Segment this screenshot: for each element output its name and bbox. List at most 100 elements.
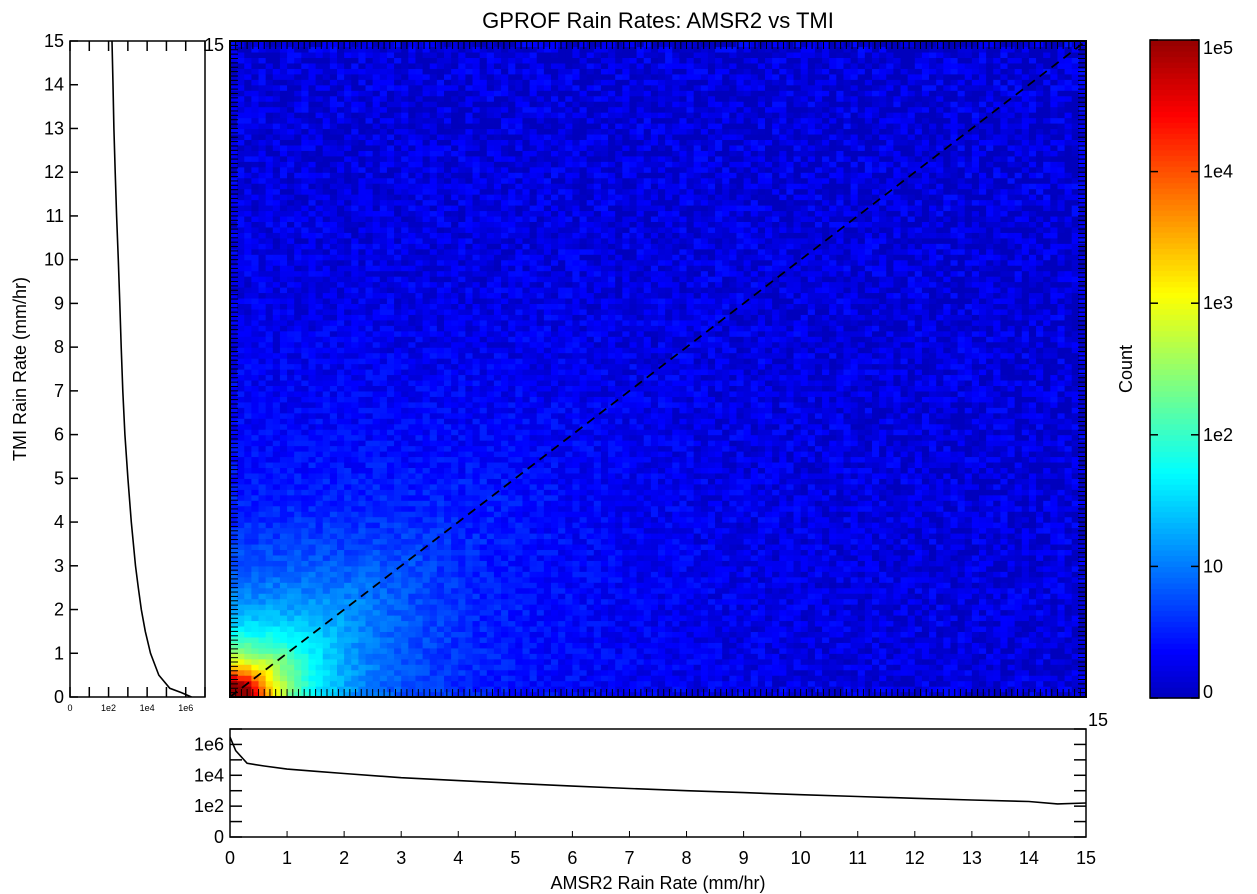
heatmap-cell (436, 248, 445, 255)
heatmap-cell (329, 625, 338, 632)
heatmap-cell (265, 571, 274, 578)
heatmap-cell (279, 297, 288, 304)
heatmap-cell (279, 511, 288, 518)
heatmap-cell (422, 675, 431, 682)
heatmap-cell (251, 265, 260, 272)
heatmap-cell (337, 396, 345, 403)
heatmap-cell (394, 472, 402, 479)
heatmap-cell (265, 440, 274, 447)
heatmap-cell (401, 494, 409, 501)
heatmap-cell (501, 341, 509, 348)
heatmap-cell (365, 494, 374, 501)
heatmap-cell (237, 412, 245, 419)
heatmap-cell (258, 390, 267, 397)
heatmap-cell (436, 664, 445, 671)
heatmap-cell (408, 210, 417, 217)
heatmap-cell (386, 62, 395, 69)
heatmap-cell (301, 117, 310, 124)
heatmap-cell (458, 150, 466, 157)
heatmap-cell (422, 68, 431, 75)
heatmap-cell (294, 254, 302, 261)
heatmap-cell (493, 423, 502, 430)
heatmap-cell (372, 527, 381, 534)
heatmap-cell (508, 161, 516, 168)
heatmap-cell (408, 325, 417, 332)
heatmap-cell (451, 287, 459, 294)
heatmap-cell (237, 265, 245, 272)
heatmap-cell (436, 84, 445, 91)
heatmap-cell (451, 270, 459, 277)
heatmap-cell (365, 647, 374, 654)
heatmap-cell (422, 358, 431, 365)
heatmap-cell (486, 248, 495, 255)
heatmap-cell (515, 101, 524, 108)
heatmap-cell (272, 215, 281, 222)
heatmap-cell (394, 210, 402, 217)
heatmap-cell (230, 57, 238, 64)
heatmap-cell (308, 133, 317, 140)
heatmap-cell (429, 166, 438, 173)
heatmap-cell (351, 248, 359, 255)
heatmap-cell (458, 669, 466, 676)
heatmap-cell (237, 461, 245, 468)
heatmap-cell (322, 483, 331, 490)
heatmap-cell (451, 489, 459, 496)
heatmap-cell (386, 631, 395, 638)
heatmap-cell (308, 150, 317, 157)
heatmap-cell (386, 46, 395, 53)
heatmap-cell (422, 57, 431, 64)
heatmap-cell (279, 543, 288, 550)
heatmap-cell (365, 128, 374, 135)
heatmap-cell (465, 587, 474, 594)
heatmap-cell (258, 500, 267, 507)
heatmap-cell (401, 199, 409, 206)
heatmap-cell (251, 636, 260, 643)
heatmap-cell (415, 434, 424, 441)
heatmap-cell (451, 177, 459, 184)
heatmap-cell (372, 199, 381, 206)
heatmap-cell (244, 522, 252, 529)
heatmap-cell (479, 123, 488, 130)
heatmap-cell (394, 188, 402, 195)
heatmap-cell (465, 177, 474, 184)
heatmap-cell (493, 73, 502, 80)
heatmap-cell (444, 456, 452, 463)
heatmap-cell (251, 226, 260, 233)
heatmap-cell (329, 62, 338, 69)
heatmap-cell (458, 128, 466, 135)
heatmap-cell (258, 90, 267, 97)
heatmap-cell (372, 456, 381, 463)
heatmap-cell (458, 325, 466, 332)
heatmap-cell (451, 308, 459, 315)
heatmap-cell (451, 51, 459, 58)
heatmap-cell (279, 500, 288, 507)
heatmap-cell (358, 133, 367, 140)
heatmap-cell (429, 516, 438, 523)
heatmap-cell (379, 385, 388, 392)
heatmap-cell (287, 582, 295, 589)
heatmap-cell (322, 73, 331, 80)
heatmap-cell (415, 374, 424, 381)
heatmap-cell (365, 68, 374, 75)
heatmap-cell (408, 653, 417, 660)
heatmap-cell (472, 533, 481, 540)
heatmap-cell (308, 396, 317, 403)
heatmap-cell (329, 194, 338, 201)
heatmap-cell (508, 297, 516, 304)
heatmap-cell (408, 560, 417, 567)
heatmap-cell (386, 401, 395, 408)
heatmap-cell (436, 51, 445, 58)
heatmap-cell (272, 604, 281, 611)
heatmap-cell (329, 636, 338, 643)
heatmap-cell (351, 46, 359, 53)
heatmap-cell (230, 325, 238, 332)
heatmap-cell (358, 664, 367, 671)
heatmap-cell (308, 205, 317, 212)
heatmap-cell (279, 117, 288, 124)
heatmap-cell (279, 347, 288, 354)
heatmap-cell (465, 248, 474, 255)
heatmap-cell (479, 265, 488, 272)
heatmap-cell (258, 472, 267, 479)
heatmap-cell (394, 494, 402, 501)
heatmap-cell (458, 117, 466, 124)
